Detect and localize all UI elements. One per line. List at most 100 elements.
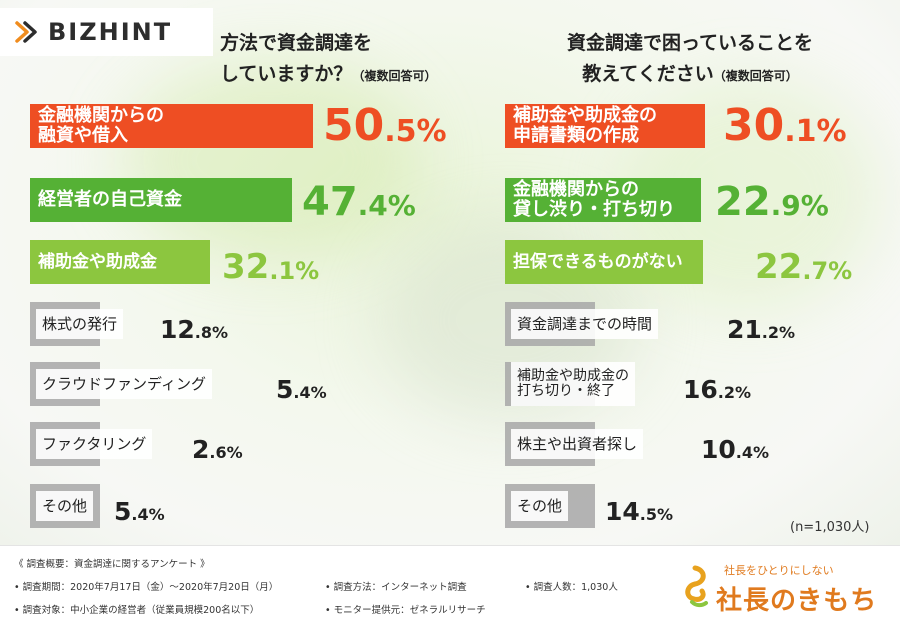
value-label: 10.4% [701, 422, 769, 466]
value-label-int: 2 [192, 435, 210, 464]
value-label-int: 16 [683, 375, 718, 404]
value-label-int: 47 [302, 179, 358, 225]
bar-row: 補助金や助成金の 申請書類の作成 30.1% [505, 104, 875, 148]
category-label-line: 担保できるものがない [513, 251, 683, 272]
category-label-line: 貸し渋り・打ち切り [513, 199, 675, 220]
footer-method: • 調査方法：インターネット調査 [325, 582, 467, 593]
sample-size-note: (n=1,030人) [790, 520, 870, 535]
category-label-line: 株主や出資者探し [517, 434, 638, 453]
value-label-int: 12 [160, 315, 195, 344]
value-label-decimal: .4% [357, 189, 416, 223]
category-label: ファクタリング [36, 429, 153, 459]
category-label: 資金調達までの時間 [511, 309, 659, 339]
value-label-decimal: .8% [194, 323, 229, 343]
brand-name: 社長のきもち [716, 586, 878, 616]
category-label: 補助金や助成金の 申請書類の作成 [513, 104, 657, 148]
left-title-line1: 方法で資金調達を [220, 32, 373, 54]
left-title-line2: していますか？ [220, 63, 353, 85]
value-label: 16.2% [683, 362, 751, 406]
category-label-line: 資金調達までの時間 [517, 314, 653, 333]
footer-count: • 調査人数：1,030人 [525, 582, 618, 593]
value-label-int: 32 [222, 247, 270, 287]
category-label: 株式の発行 [36, 309, 124, 339]
footer-heading: 《 調査概要：資金調達に関するアンケート 》 [14, 559, 210, 570]
value-label-decimal: .4% [131, 505, 165, 525]
category-label-line: 申請書類の作成 [513, 125, 639, 146]
footer-period: • 調査期間：2020年7月17日（金）〜2020年7月20日（月） [14, 582, 279, 593]
value-label-int: 22 [755, 247, 803, 287]
category-label: クラウドファンディング [36, 369, 212, 399]
category-label-line: 金融機関からの [513, 179, 639, 201]
bar-row: 補助金や助成金の 打ち切り・終了 16.2% [505, 362, 875, 406]
category-label: 担保できるものがない [513, 240, 683, 284]
bizhint-logo: BIZHINT [0, 8, 213, 56]
logo-text: BIZHINT [48, 18, 173, 46]
category-label-line: クラウドファンディング [42, 374, 206, 393]
value-label: 14.5% [605, 484, 673, 528]
value-label: 5.4% [114, 484, 165, 528]
category-label: 経営者の自己資金 [38, 178, 182, 222]
value-label-decimal: .2% [761, 323, 796, 343]
value-label-int: 5 [114, 497, 132, 526]
bar-row: 株主や出資者探し 10.4% [505, 422, 875, 466]
bar [30, 104, 313, 148]
category-label-line: 融資や借入 [38, 125, 128, 146]
category-label-line: 打ち切り・終了 [517, 383, 615, 399]
category-label-line: その他 [42, 496, 88, 515]
value-label-int: 30 [723, 100, 785, 151]
bar-row: 補助金や助成金 32.1% [30, 240, 400, 284]
bar-row: 金融機関からの 貸し渋り・打ち切り 22.9% [505, 178, 875, 222]
left-title-note: （複数回答可） [352, 69, 437, 83]
value-label-int: 10 [701, 435, 736, 464]
bar-row: クラウドファンディング 5.4% [30, 362, 400, 406]
value-label-decimal: .5% [384, 114, 447, 149]
value-label-decimal: .5% [639, 505, 674, 525]
value-label-decimal: .7% [802, 256, 853, 285]
bar [505, 240, 703, 284]
survey-footer: 《 調査概要：資金調達に関するアンケート 》 • 調査期間：2020年7月17日… [0, 545, 900, 623]
value-label: 2.6% [192, 422, 243, 466]
value-label: 21.2% [727, 302, 795, 346]
value-label-decimal: .4% [735, 443, 770, 463]
category-label-line: 株式の発行 [42, 314, 118, 333]
value-label-decimal: .6% [209, 443, 243, 463]
value-label-decimal: .4% [293, 383, 327, 403]
value-label-decimal: .9% [770, 189, 829, 223]
category-label: 金融機関からの 貸し渋り・打ち切り [513, 178, 675, 222]
value-label: 30.1% [723, 100, 847, 151]
category-label: その他 [36, 491, 94, 521]
bizhint-chevron-icon [15, 21, 37, 43]
right-title-line2: 教えてください [582, 63, 714, 85]
bar [30, 240, 210, 284]
category-label-line: その他 [517, 496, 563, 515]
value-label: 47.4% [302, 178, 416, 222]
value-label: 22.7% [755, 240, 852, 284]
bar-row: 担保できるものがない 22.7% [505, 240, 875, 284]
value-label: 50.5% [323, 104, 447, 149]
bar-row: 経営者の自己資金 47.4% [30, 178, 416, 222]
bar-row: ファクタリング 2.6% [30, 422, 400, 466]
bar [30, 178, 292, 222]
bar-row: 金融機関からの 融資や借入 50.5% [30, 104, 447, 148]
value-label-int: 21 [727, 315, 762, 344]
value-label-int: 22 [715, 179, 771, 225]
value-label: 32.1% [222, 240, 319, 284]
value-label-int: 14 [605, 497, 640, 526]
bar [505, 178, 701, 222]
value-label-decimal: .1% [784, 114, 847, 149]
right-chart-title: 資金調達で困っていることを 教えてください（複数回答可） [490, 28, 890, 92]
category-label-line: 補助金や助成金の [517, 367, 629, 384]
category-label: 補助金や助成金の 打ち切り・終了 [511, 362, 635, 406]
right-title-note: （複数回答可） [713, 69, 798, 83]
category-label: 金融機関からの 融資や借入 [38, 104, 164, 148]
right-title-line1: 資金調達で困っていることを [566, 32, 814, 54]
value-label-decimal: .2% [717, 383, 752, 403]
footer-provider: • モニター提供元：ゼネラルリサーチ [325, 605, 486, 616]
bar-row: 株式の発行 12.8% [30, 302, 400, 346]
category-label-line: 経営者の自己資金 [38, 189, 182, 211]
category-label-line: ファクタリング [42, 434, 147, 453]
value-label: 12.8% [160, 302, 228, 346]
background-glow [120, 60, 420, 260]
brand-swirl-icon [685, 565, 708, 608]
value-label: 22.9% [715, 178, 829, 222]
